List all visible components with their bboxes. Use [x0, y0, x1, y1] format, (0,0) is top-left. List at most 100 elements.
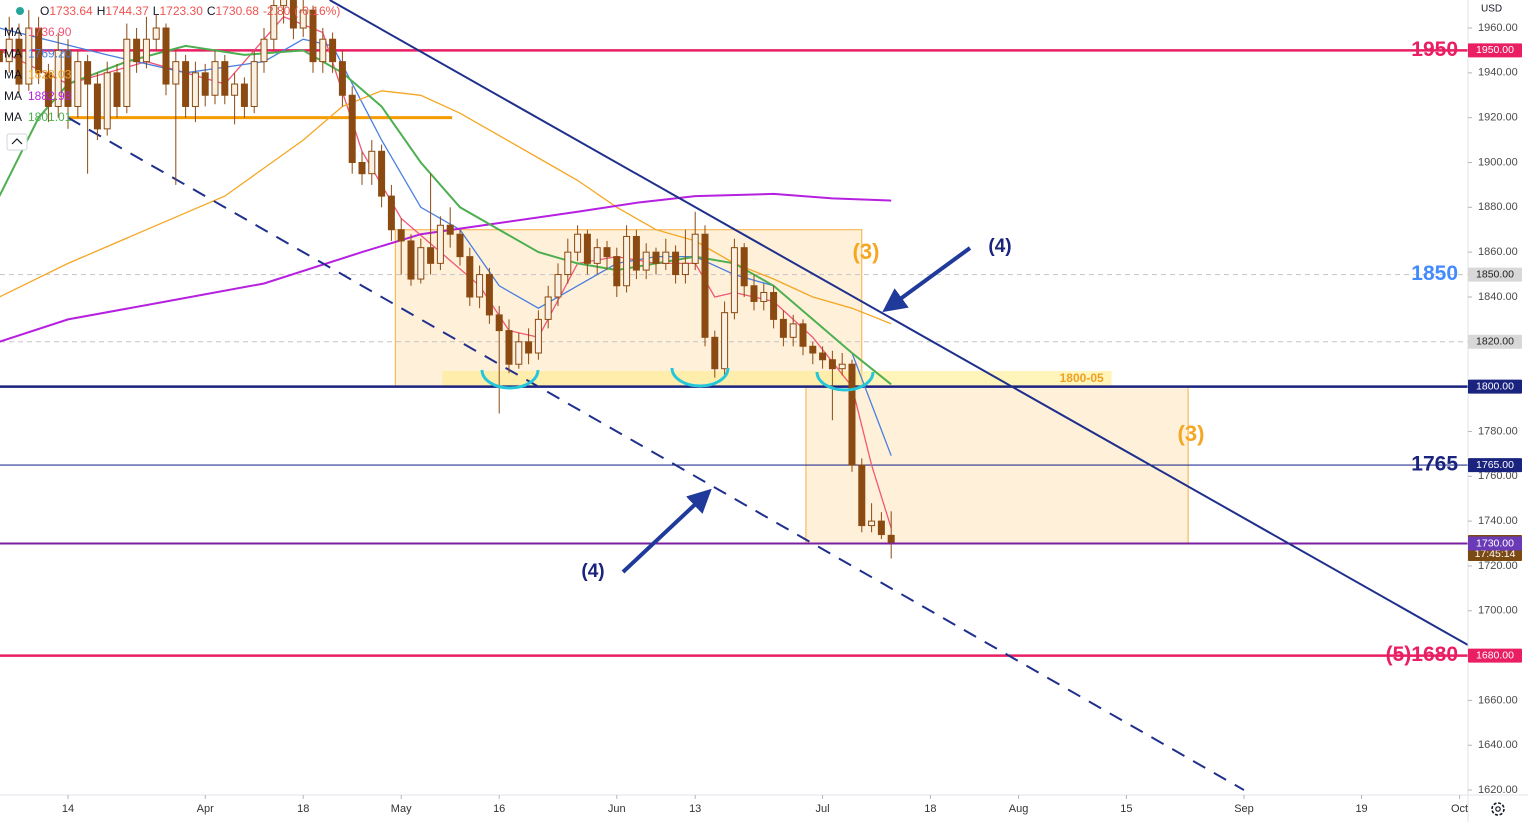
- candle-body: [828, 359, 836, 370]
- candle-body: [15, 38, 23, 85]
- currency: USD: [1481, 4, 1502, 15]
- candle-body: [152, 27, 160, 40]
- candle-body: [84, 61, 92, 85]
- candle-body: [789, 323, 797, 338]
- price-tag: [1468, 43, 1522, 58]
- candle-body: [348, 94, 356, 163]
- candle-body: [701, 233, 709, 338]
- candle-body: [623, 235, 631, 287]
- candle-body: [632, 235, 640, 271]
- candle-body: [0, 49, 3, 63]
- candle-body: [877, 520, 885, 536]
- collapse-button[interactable]: [6, 133, 28, 151]
- candle-body: [133, 38, 141, 63]
- candle-body: [868, 520, 876, 527]
- x-tick-label: 13: [689, 803, 701, 815]
- support-band: [442, 370, 1112, 387]
- ma-name: MA: [4, 110, 22, 124]
- change-pct: (-0.16%): [294, 4, 340, 18]
- ma-value: 1828.03: [28, 68, 72, 82]
- candle-body: [534, 318, 542, 354]
- ohlc-key: O: [40, 4, 49, 18]
- ma-legend-entry: MA 1769.20: [4, 46, 72, 60]
- candle-body: [387, 195, 395, 231]
- ma-legend-entry: MA 1801.01: [4, 110, 72, 124]
- candle-body: [407, 240, 415, 280]
- level-label: 1850: [1411, 262, 1458, 285]
- ohlc-key: H: [97, 4, 106, 18]
- ma-legend-entry: MA 1828.03: [4, 68, 72, 82]
- candle-body: [583, 233, 591, 264]
- arc: [815, 371, 875, 392]
- price-tag: [1468, 334, 1522, 349]
- y-tick-label: 1840.00: [1478, 291, 1518, 303]
- candle-body: [515, 341, 523, 365]
- price-tag-label: 1800.00: [1476, 380, 1514, 392]
- candle-body: [466, 256, 474, 298]
- candle-body: [240, 83, 248, 107]
- ohlc-key: C: [207, 4, 216, 18]
- y-tick-label: 1880.00: [1478, 201, 1518, 213]
- x-tick-label: 15: [1120, 803, 1132, 815]
- moving-average: [0, 27, 892, 456]
- candle-body: [574, 233, 582, 253]
- candle-body: [44, 72, 52, 107]
- x-tick-label: Jul: [816, 803, 830, 815]
- candle-body: [182, 61, 190, 107]
- candle-body: [319, 38, 327, 63]
- price-tag-label: 1765.00: [1476, 459, 1514, 471]
- candle-body: [760, 291, 768, 302]
- candle-body: [74, 61, 82, 107]
- candle-body: [564, 251, 572, 276]
- candle-body: [103, 72, 111, 130]
- moving-average: [0, 192, 892, 343]
- moving-average: [0, 90, 892, 325]
- y-tick-label: 1940.00: [1478, 67, 1518, 79]
- ma-legend: MA 1736.90 MA 1769.20 MA 1828.03 MA 1882.98 MA 18…: [4, 25, 72, 124]
- plot-area: 1800-05 1950 1850 1765 (5)1680: [0, 0, 1468, 791]
- ohlc-value: 1744.37: [105, 4, 149, 18]
- x-tick-label: 18: [924, 803, 936, 815]
- ma-value: 1801.01: [28, 110, 72, 124]
- candle-body: [64, 49, 72, 107]
- candle-body: [711, 336, 719, 370]
- candle-body: [779, 318, 787, 338]
- price-tag-label: 1730.00: [1476, 537, 1514, 549]
- y-tick-label: 1900.00: [1478, 156, 1518, 168]
- y-tick-label: 1620.00: [1478, 784, 1518, 796]
- ma-legend-entry: MA 1882.98: [4, 89, 72, 103]
- candle-body: [476, 274, 484, 298]
- candle-body: [770, 291, 778, 320]
- candle-body: [544, 296, 552, 320]
- price-tag-label: 1850.00: [1476, 268, 1514, 280]
- candle-body: [887, 534, 895, 543]
- candle-body: [730, 247, 738, 314]
- double-bottom-arcs: [480, 367, 875, 392]
- y-tick-label: 1760.00: [1478, 470, 1518, 482]
- candle-body: [211, 61, 219, 96]
- candle-body: [838, 363, 846, 370]
- ma-value: 1769.20: [28, 46, 72, 60]
- candle-body: [329, 38, 337, 63]
- arc: [670, 367, 730, 388]
- price-tag-label: 1820.00: [1476, 336, 1514, 348]
- candle-body: [289, 0, 297, 29]
- settings-icon[interactable]: [1491, 802, 1505, 816]
- candle-body: [672, 251, 680, 276]
- price-tag: [1468, 536, 1522, 551]
- collapse-icon: [11, 138, 23, 145]
- ma-legend-entry: MA 1736.90: [4, 25, 72, 39]
- ma-name: MA: [4, 68, 22, 82]
- ma-name: MA: [4, 89, 22, 103]
- candle-body: [819, 352, 827, 361]
- ohlc-key: L: [153, 4, 160, 18]
- ma-value: 1882.98: [28, 89, 72, 103]
- change: -2.80: [263, 4, 291, 18]
- x-tick-label: Apr: [197, 803, 214, 815]
- candle-body: [231, 83, 239, 96]
- candle-body: [35, 27, 43, 74]
- candle-body: [338, 61, 346, 96]
- x-tick-label: Oct: [1451, 803, 1468, 815]
